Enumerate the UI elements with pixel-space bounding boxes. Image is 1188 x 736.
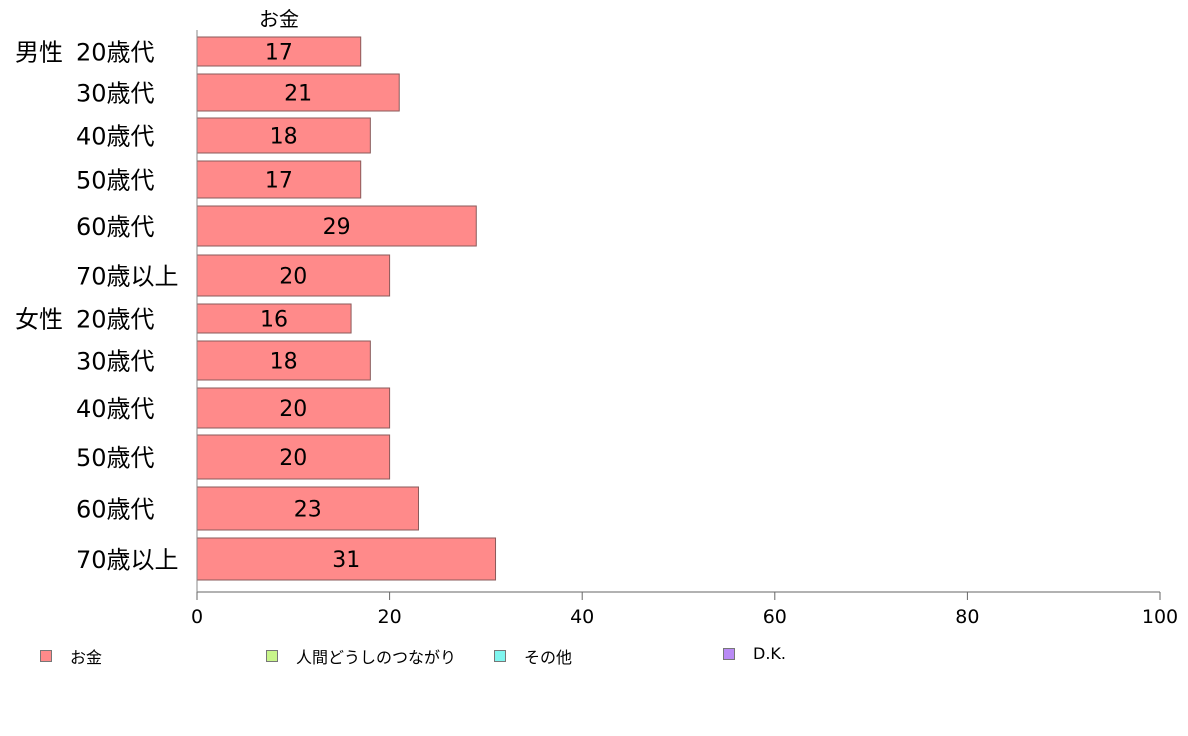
category-label: 60歳代: [76, 496, 155, 524]
legend-label: お金: [70, 648, 103, 667]
x-tick-label: 0: [191, 606, 203, 628]
legend-swatch: [266, 650, 278, 662]
legend-item: お金: [40, 644, 102, 668]
legend-label: 人間どうしのつながり: [296, 648, 457, 667]
bar-value-label: 16: [260, 308, 288, 333]
bar-value-label: 23: [294, 498, 322, 523]
bar-value-label: 20: [279, 446, 307, 471]
bar: [196, 73, 400, 112]
bar-value-label: 18: [270, 125, 298, 150]
category-label: 40歳代: [76, 395, 155, 423]
x-tick-label: 20: [378, 606, 402, 628]
bar: [196, 434, 391, 480]
bar-value-label: 21: [284, 82, 312, 107]
category-label: 30歳代: [76, 80, 155, 108]
category-label: 60歳代: [76, 213, 155, 241]
group-label: 男性: [15, 39, 63, 67]
category-label: 30歳代: [76, 348, 155, 376]
bar: [196, 303, 352, 334]
bar-value-label: 17: [265, 41, 293, 66]
category-label: 20歳代: [76, 306, 155, 334]
category-label: 70歳以上: [76, 546, 179, 574]
bar: [196, 117, 371, 154]
legend-item: D.K.: [723, 644, 786, 663]
group-label: 女性: [15, 306, 63, 334]
bar: [196, 254, 391, 297]
legend: お金 人間どうしのつながり その他 D.K.: [0, 644, 1188, 668]
category-label: 40歳代: [76, 123, 155, 151]
legend-label: D.K.: [753, 644, 786, 663]
bar: [196, 160, 362, 199]
legend-item: 人間どうしのつながり: [266, 644, 456, 668]
bar-value-label: 18: [270, 350, 298, 375]
category-label: 50歳代: [76, 444, 155, 472]
x-axis: 0 20 40 60 80 100: [191, 30, 1178, 628]
bar: [196, 537, 497, 581]
bar-value-label: 31: [332, 548, 360, 573]
bar-value-label: 17: [265, 169, 293, 194]
category-label: 50歳代: [76, 167, 155, 195]
bar-value-label: 20: [279, 397, 307, 422]
bar-value-label: 29: [323, 215, 351, 240]
x-tick-label: 100: [1142, 606, 1178, 628]
x-tick-label: 60: [763, 606, 787, 628]
bar: [196, 486, 419, 531]
legend-swatch: [723, 647, 735, 660]
bar: [196, 36, 362, 67]
category-label: 20歳代: [76, 39, 155, 67]
bar: [196, 205, 477, 247]
legend-item: その他: [494, 644, 572, 668]
legend-swatch: [40, 650, 52, 662]
x-tick-label: 40: [570, 606, 594, 628]
legend-label: その他: [524, 648, 573, 667]
x-tick-label: 80: [955, 606, 979, 628]
bars: 17 21 18 17 29 20 16 18 20 20 23 31: [196, 36, 497, 581]
category-label: 70歳以上: [76, 263, 179, 291]
series-header: お金: [259, 7, 299, 31]
legend-swatch: [494, 650, 506, 662]
bar-value-label: 20: [279, 265, 307, 290]
